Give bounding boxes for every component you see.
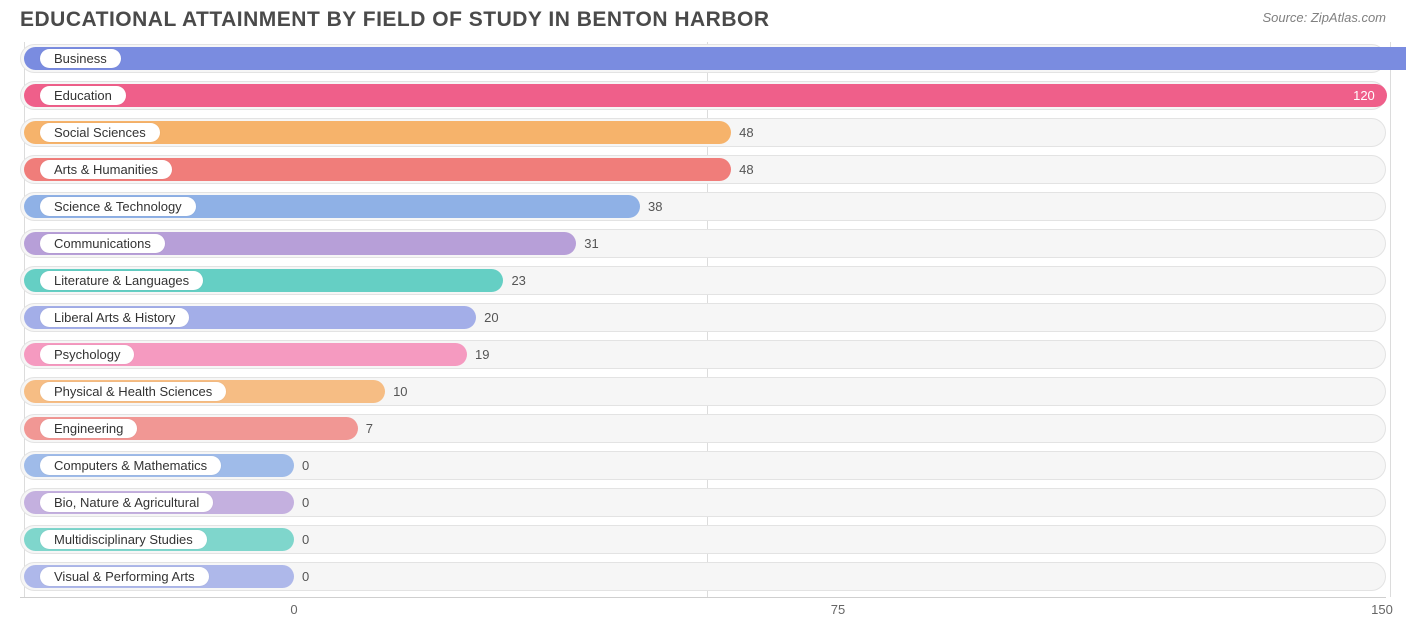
x-axis: 075150 <box>20 597 1386 625</box>
chart-plot-area: Business143 Education120 Social Sciences 48… <box>20 42 1386 625</box>
bar-value: 23 <box>503 264 525 297</box>
x-tick-label: 0 <box>290 602 297 617</box>
table-row: Psychology 19 <box>20 338 1386 371</box>
table-row: Liberal Arts & History 20 <box>20 301 1386 334</box>
chart-container: Business143 Education120 Social Sciences 48… <box>0 36 1406 625</box>
bar-value: 0 <box>294 449 309 482</box>
bar-value: 48 <box>731 153 753 186</box>
table-row: Science & Technology 38 <box>20 190 1386 223</box>
bar-rows: Business143 Education120 Social Sciences 48… <box>20 42 1386 593</box>
bar-label: Physical & Health Sciences <box>40 382 226 401</box>
bar-label: Science & Technology <box>40 197 196 216</box>
bar-label: Liberal Arts & History <box>40 308 189 327</box>
bar-label: Psychology <box>40 345 134 364</box>
table-row: Literature & Languages 23 <box>20 264 1386 297</box>
bar-value: 120 <box>20 79 1387 112</box>
bar-label: Engineering <box>40 419 137 438</box>
bar-label: Visual & Performing Arts <box>40 567 209 586</box>
bar-label: Arts & Humanities <box>40 160 172 179</box>
gridline <box>1390 42 1391 597</box>
table-row: Arts & Humanities 48 <box>20 153 1386 186</box>
bar-label: Bio, Nature & Agricultural <box>40 493 213 512</box>
bar-value: 48 <box>731 116 753 149</box>
bar-label: Communications <box>40 234 165 253</box>
table-row: Visual & Performing Arts 0 <box>20 560 1386 593</box>
table-row: Business143 <box>20 42 1386 75</box>
bar-value: 0 <box>294 486 309 519</box>
bar-value: 38 <box>640 190 662 223</box>
bar-value: 143 <box>20 42 1406 75</box>
table-row: Bio, Nature & Agricultural 0 <box>20 486 1386 519</box>
table-row: Social Sciences 48 <box>20 116 1386 149</box>
bar-value: 0 <box>294 560 309 593</box>
chart-title: EDUCATIONAL ATTAINMENT BY FIELD OF STUDY… <box>20 8 770 32</box>
bar-value: 7 <box>358 412 373 445</box>
bar-value: 31 <box>576 227 598 260</box>
bar-label: Computers & Mathematics <box>40 456 221 475</box>
x-tick-label: 150 <box>1371 602 1393 617</box>
table-row: Multidisciplinary Studies 0 <box>20 523 1386 556</box>
bar-label: Literature & Languages <box>40 271 203 290</box>
bar-label: Social Sciences <box>40 123 160 142</box>
table-row: Computers & Mathematics 0 <box>20 449 1386 482</box>
chart-header: EDUCATIONAL ATTAINMENT BY FIELD OF STUDY… <box>0 0 1406 36</box>
bar-value: 10 <box>385 375 407 408</box>
bar-value: 20 <box>476 301 498 334</box>
table-row: Physical & Health Sciences 10 <box>20 375 1386 408</box>
table-row: Education120 <box>20 79 1386 112</box>
bar-value: 19 <box>467 338 489 371</box>
table-row: Engineering 7 <box>20 412 1386 445</box>
table-row: Communications 31 <box>20 227 1386 260</box>
bar-value: 0 <box>294 523 309 556</box>
bar-label: Multidisciplinary Studies <box>40 530 207 549</box>
chart-source: Source: ZipAtlas.com <box>1262 8 1386 25</box>
x-tick-label: 75 <box>831 602 845 617</box>
